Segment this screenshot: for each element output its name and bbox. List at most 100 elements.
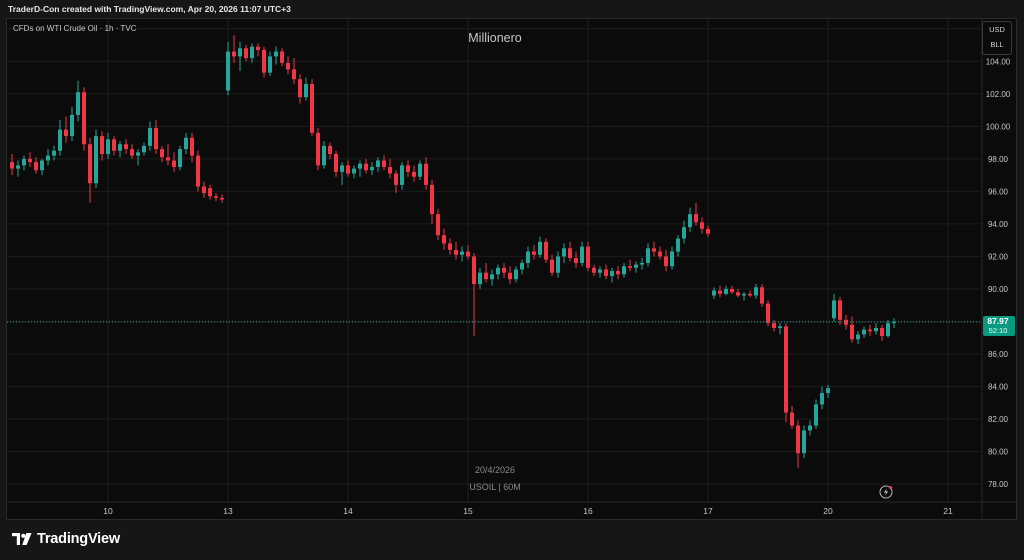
candle-body	[526, 251, 530, 263]
candle	[646, 243, 650, 267]
candle-body	[94, 136, 98, 184]
candle	[868, 324, 872, 337]
candle-body	[58, 129, 62, 151]
candle	[286, 56, 290, 75]
chart-pane[interactable]: Millionero 20/4/2026 USOIL | 60M CFDs on…	[6, 18, 1018, 521]
candle-body	[250, 46, 254, 59]
candle	[556, 251, 560, 278]
candle	[502, 262, 506, 278]
candle-body	[382, 160, 386, 167]
price-tick-label: 102.00	[986, 90, 1011, 99]
candle-body	[460, 251, 464, 255]
candle-body	[52, 150, 56, 156]
candle	[346, 160, 350, 177]
candle	[826, 384, 830, 398]
symbol-description[interactable]: CFDs on WTI Crude Oil · 1h · TVC	[13, 24, 137, 33]
candle	[562, 243, 566, 263]
candle	[52, 145, 56, 161]
candle-body	[148, 127, 152, 146]
candle-body	[496, 267, 500, 275]
candle	[178, 145, 182, 171]
candle	[766, 300, 770, 327]
candle	[472, 253, 476, 337]
price-tick-label: 100.00	[986, 122, 1011, 131]
candle-body	[832, 300, 836, 319]
candle-body	[886, 323, 890, 337]
candle-body	[454, 249, 458, 255]
candle	[214, 193, 218, 202]
candle	[322, 140, 326, 169]
candle-body	[484, 272, 488, 280]
candle-body	[604, 269, 608, 276]
price-tick-label: 84.00	[988, 383, 1009, 392]
candle	[304, 77, 308, 101]
candle-body	[514, 269, 518, 280]
price-axis[interactable]: 78.0080.0082.0084.0086.0088.0090.0092.00…	[981, 19, 1011, 521]
candle-body	[610, 271, 614, 276]
candle	[592, 264, 596, 276]
candle	[226, 41, 230, 96]
candle-body	[784, 326, 788, 413]
candle	[688, 207, 692, 233]
candle-body	[292, 69, 296, 80]
candle	[652, 241, 656, 257]
candle	[88, 137, 92, 203]
candle	[334, 150, 338, 177]
lightning-icon[interactable]	[879, 485, 893, 499]
candle	[154, 119, 158, 154]
candle	[364, 158, 368, 174]
candle-body	[232, 51, 236, 57]
candle-body	[730, 288, 734, 293]
candle-body	[358, 163, 362, 169]
candle	[856, 331, 860, 345]
candle-body	[616, 271, 620, 275]
time-axis[interactable]: 10 13 14 15 16 17 20 21	[7, 501, 1018, 516]
candle	[832, 293, 836, 322]
candle-body	[574, 258, 578, 263]
candle-body	[646, 248, 650, 263]
candle	[442, 228, 446, 250]
candle-body	[166, 157, 170, 161]
candle-body	[202, 186, 206, 194]
last-price-label: 87.97	[987, 316, 1009, 326]
candle	[724, 285, 728, 296]
candle-body	[244, 48, 248, 59]
candle-body	[892, 321, 896, 324]
candle-body	[100, 136, 104, 154]
candle	[256, 43, 260, 57]
attribution-bar: TraderD-Con created with TradingView.com…	[0, 0, 1024, 18]
candle	[610, 267, 614, 283]
candle	[388, 158, 392, 179]
candle-body	[568, 248, 572, 259]
candle-body	[436, 214, 440, 236]
candle	[706, 225, 710, 237]
candle-body	[634, 264, 638, 268]
candle-body	[76, 92, 80, 115]
candle	[130, 144, 134, 159]
candle	[808, 420, 812, 436]
currency-unit-selector[interactable]: USD BLL	[982, 21, 1012, 55]
candle-body	[394, 173, 398, 185]
candle	[298, 74, 302, 104]
candle	[208, 184, 212, 200]
candle	[190, 132, 194, 163]
candle-body	[412, 171, 416, 177]
candle-body	[712, 290, 716, 296]
candle	[508, 266, 512, 285]
candle-body	[46, 155, 50, 161]
candle	[202, 181, 206, 198]
candle	[376, 157, 380, 172]
candle-body	[196, 155, 200, 187]
candle-body	[400, 165, 404, 185]
candle-body	[406, 165, 410, 172]
candle	[64, 116, 68, 143]
candle	[328, 142, 332, 159]
candle-body	[664, 256, 668, 267]
candle-body	[850, 324, 854, 340]
candlestick-chart[interactable]: Millionero 20/4/2026 USOIL | 60M CFDs on…	[7, 19, 1018, 521]
candle-body	[22, 158, 26, 166]
candle	[82, 87, 86, 151]
candle	[10, 153, 14, 176]
candle-body	[778, 326, 782, 328]
tradingview-logo[interactable]: TradingView	[12, 531, 120, 547]
